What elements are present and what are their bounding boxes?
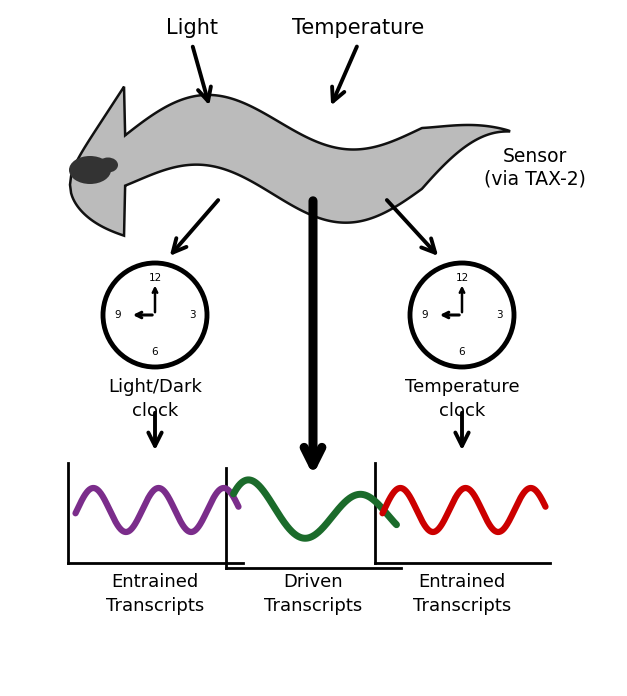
Text: Entrained
Transcripts: Entrained Transcripts (106, 573, 204, 615)
Ellipse shape (103, 263, 207, 367)
Text: 3: 3 (496, 310, 503, 320)
Text: 3: 3 (189, 310, 196, 320)
Text: Entrained
Transcripts: Entrained Transcripts (413, 573, 511, 615)
Text: 6: 6 (152, 347, 158, 358)
Text: 9: 9 (114, 310, 121, 320)
Text: Sensor
(via TAX-2): Sensor (via TAX-2) (484, 148, 586, 189)
Ellipse shape (69, 156, 111, 184)
Text: 12: 12 (149, 273, 162, 283)
Polygon shape (70, 87, 510, 236)
Ellipse shape (98, 157, 118, 173)
Text: 9: 9 (421, 310, 428, 320)
Text: Temperature: Temperature (292, 18, 424, 38)
Ellipse shape (410, 263, 514, 367)
Text: 6: 6 (459, 347, 465, 358)
Text: Light: Light (166, 18, 218, 38)
Text: 12: 12 (455, 273, 468, 283)
Text: Driven
Transcripts: Driven Transcripts (264, 573, 362, 615)
Text: Temperature
clock: Temperature clock (404, 378, 519, 420)
Text: Light/Dark
clock: Light/Dark clock (108, 378, 202, 420)
